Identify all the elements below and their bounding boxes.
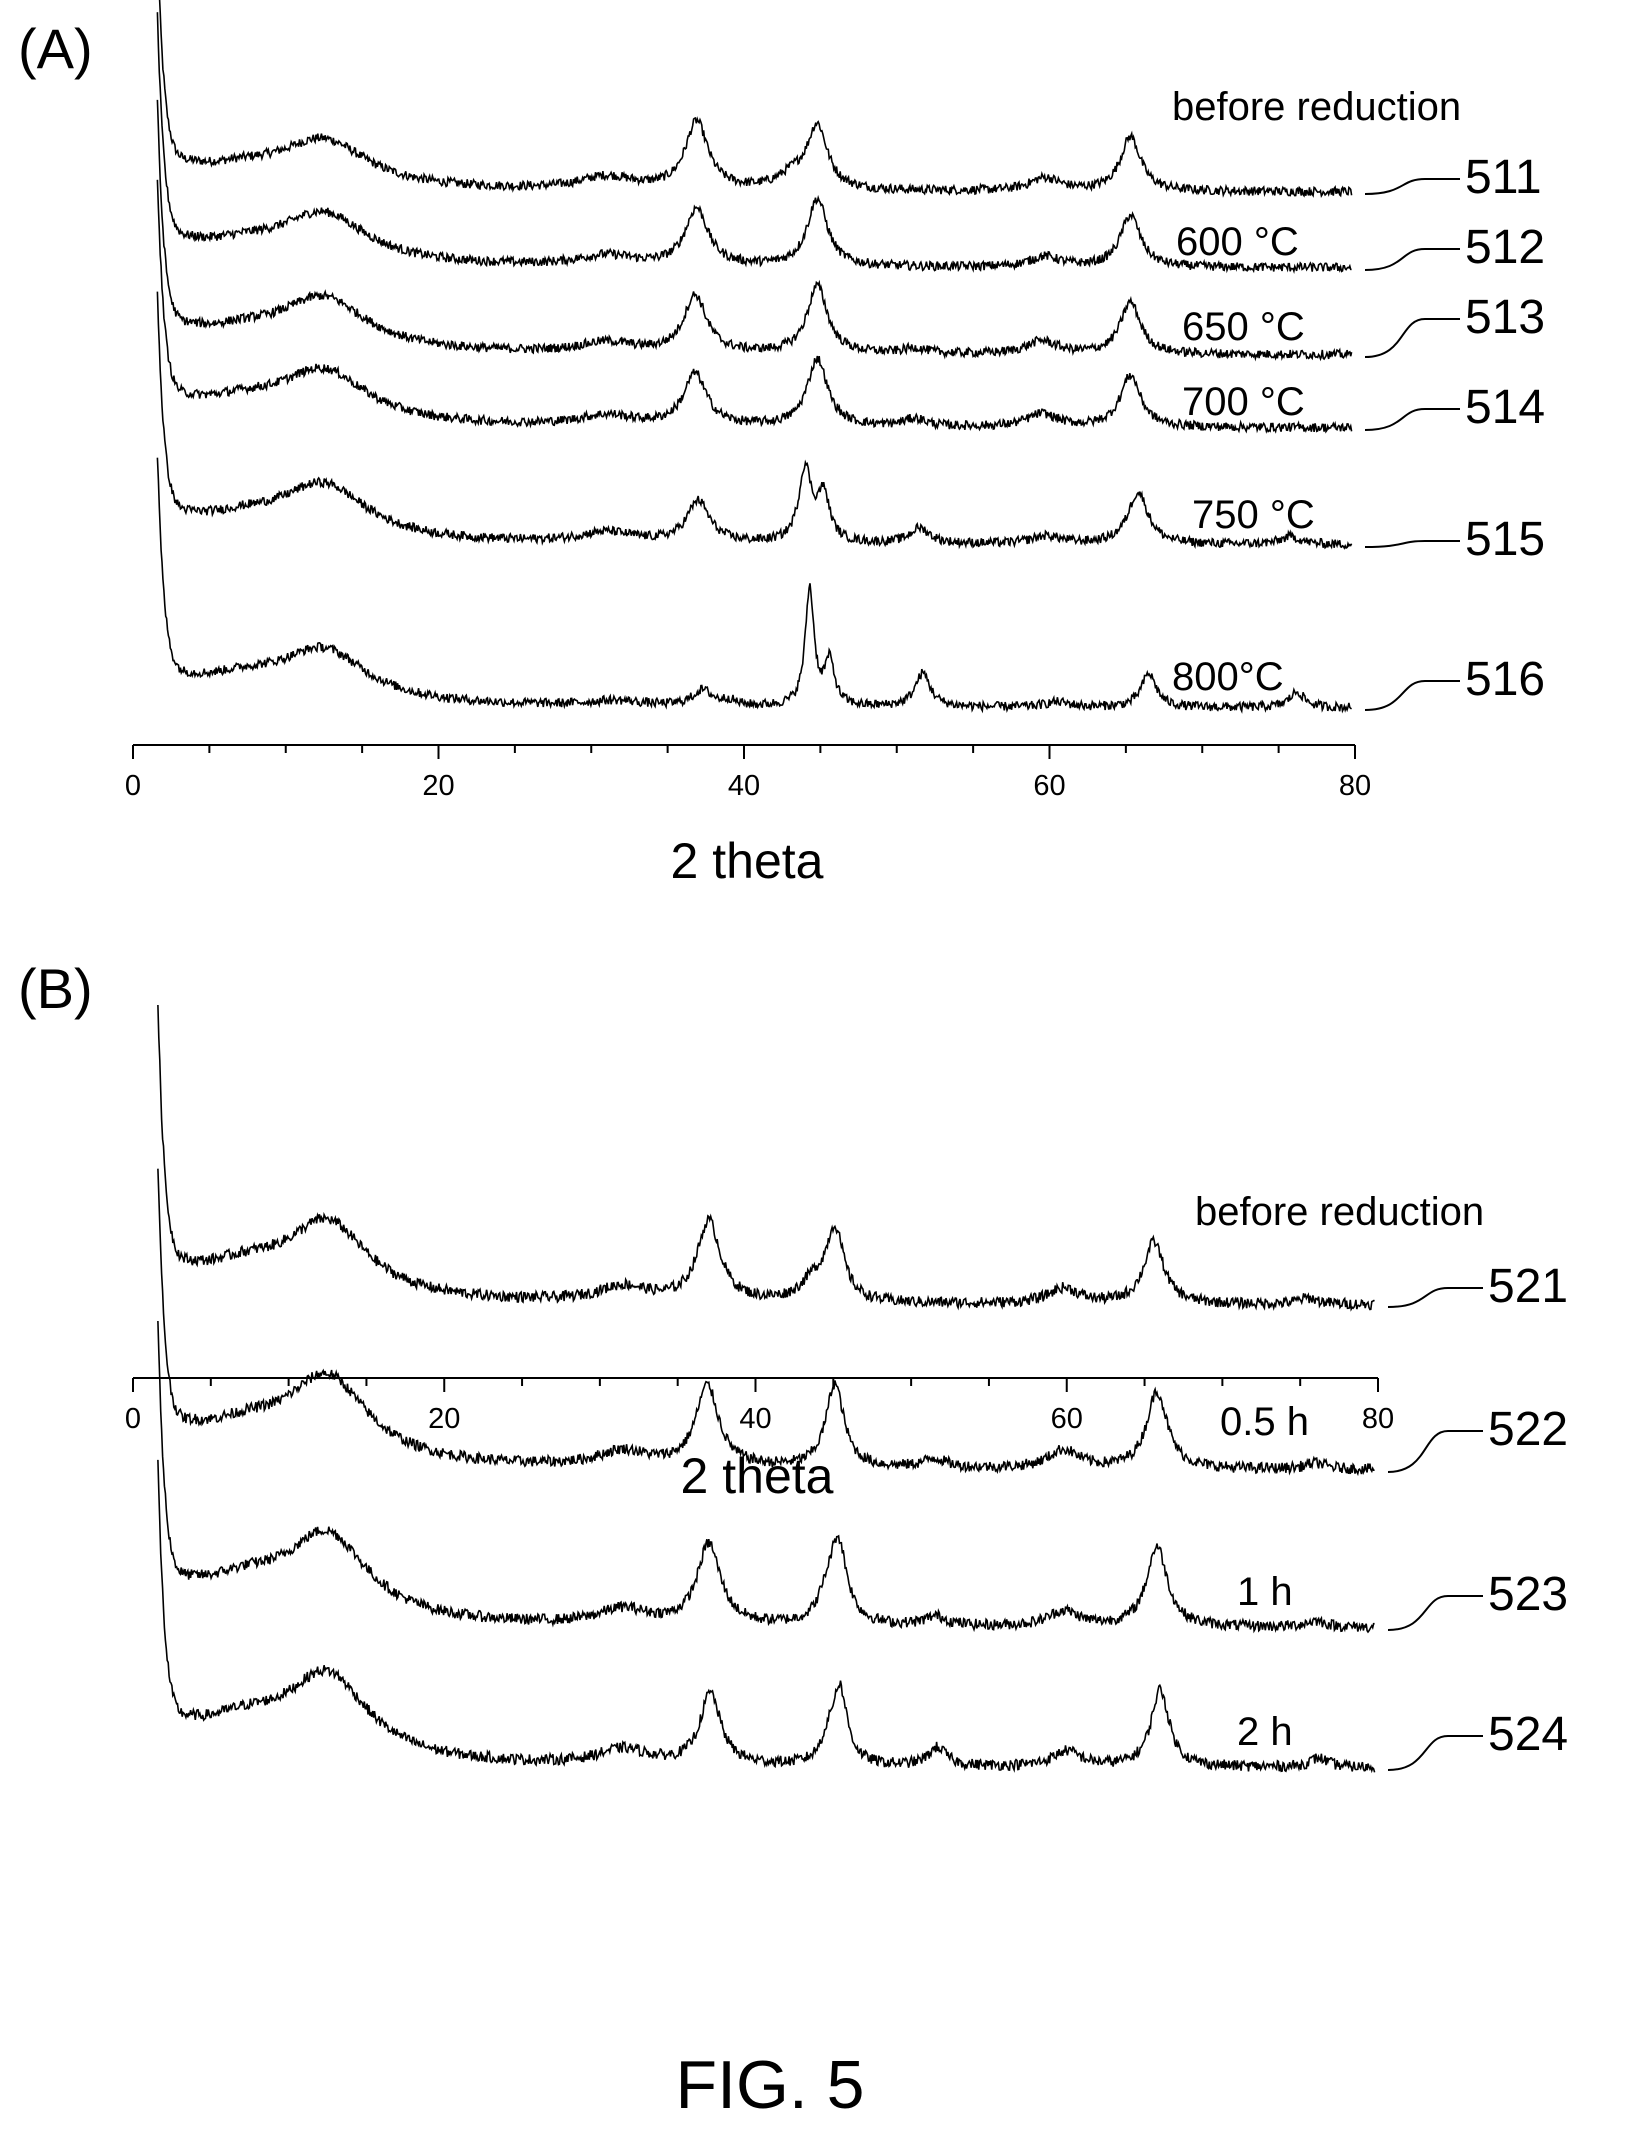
panel-b-x-axis: 0 20 40 60 80 [125, 1377, 1394, 1435]
x-tick-label: 0 [125, 770, 141, 802]
leader-line-522 [1387, 1430, 1483, 1473]
curve-label-523: 1 h [1237, 1570, 1293, 1614]
leader-line-523 [1387, 1595, 1483, 1631]
reference-number-524: 524 [1488, 1708, 1568, 1761]
reference-number-521: 521 [1488, 1260, 1568, 1313]
panel-a-x-axis: 0 20 40 60 80 [125, 744, 1371, 802]
xrd-curve-521 [157, 1004, 1375, 1312]
x-tick-label: 20 [422, 770, 454, 802]
figure-caption: FIG. 5 [676, 2047, 865, 2123]
reference-number-514: 514 [1465, 381, 1545, 434]
reference-number-515: 515 [1465, 513, 1545, 566]
leader-line-512 [1364, 248, 1460, 271]
leader-line-521 [1387, 1287, 1483, 1308]
x-tick-label: 40 [728, 770, 760, 802]
leader-line-524 [1387, 1735, 1483, 1771]
panel-a-x-axis-title: 2 theta [671, 833, 824, 889]
leader-line-516 [1364, 680, 1460, 711]
xrd-curve-522 [157, 1168, 1375, 1477]
xrd-curve-515 [156, 291, 1353, 550]
reference-number-513: 513 [1465, 291, 1545, 344]
curve-label-515: 750 °C [1192, 493, 1315, 537]
reference-number-522: 522 [1488, 1403, 1568, 1456]
xrd-curve-514 [156, 179, 1353, 434]
reference-number-512: 512 [1465, 221, 1545, 274]
leader-line-514 [1364, 408, 1460, 431]
xrd-curve-523 [157, 1320, 1375, 1634]
curve-label-516: 800°C [1172, 655, 1284, 699]
xrd-curve-516 [156, 457, 1352, 714]
panel-b-label: (B) [18, 957, 93, 1020]
curve-label-521: before reduction [1195, 1190, 1484, 1234]
xrd-curve-524 [157, 1459, 1376, 1774]
curve-label-514: 700 °C [1182, 380, 1305, 424]
reference-number-523: 523 [1488, 1568, 1568, 1621]
curve-label-522: 0.5 h [1220, 1400, 1309, 1444]
xrd-curve-512 [156, 12, 1352, 274]
curve-label-524: 2 h [1237, 1710, 1293, 1754]
x-tick-label: 80 [1339, 770, 1371, 802]
panel-a-label: (A) [18, 17, 93, 80]
xrd-curve-511 [158, 0, 1353, 198]
reference-number-511: 511 [1465, 151, 1542, 204]
x-tick-label: 60 [1033, 770, 1065, 802]
xrd-curve-513 [156, 99, 1353, 362]
leader-line-513 [1364, 318, 1460, 358]
leader-line-511 [1364, 178, 1460, 195]
leader-line-515 [1364, 540, 1460, 548]
curve-label-513: 650 °C [1182, 305, 1305, 349]
x-tick-label: 40 [739, 1403, 771, 1435]
panel-b-x-axis-title: 2 theta [681, 1448, 834, 1504]
curve-label-511: before reduction [1172, 85, 1461, 129]
x-tick-label: 20 [428, 1403, 460, 1435]
x-tick-label: 60 [1051, 1403, 1083, 1435]
x-tick-label: 0 [125, 1403, 141, 1435]
x-tick-label: 80 [1362, 1403, 1394, 1435]
reference-number-516: 516 [1465, 653, 1545, 706]
curve-label-512: 600 °C [1176, 220, 1299, 264]
